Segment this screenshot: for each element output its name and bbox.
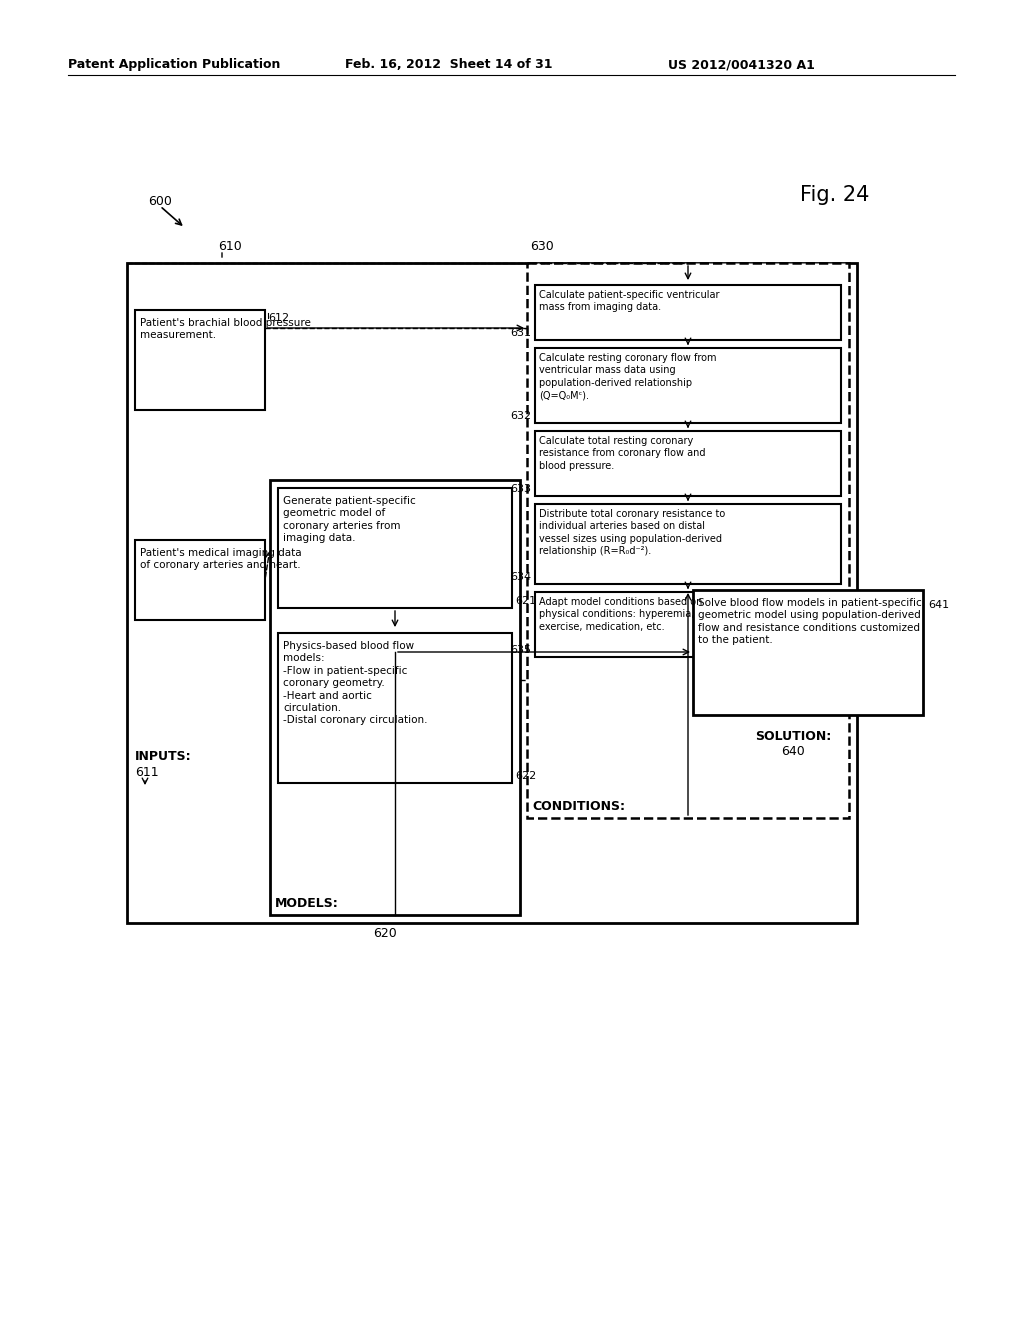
Text: 630: 630 (530, 240, 554, 253)
Text: MODELS:: MODELS: (275, 898, 339, 909)
Bar (535, 591, 841, 657)
Bar (535, 432, 841, 496)
Bar (135, 310, 265, 411)
Bar (535, 504, 841, 583)
Text: Calculate resting coronary flow from
ventricular mass data using
population-deri: Calculate resting coronary flow from ven… (539, 352, 717, 400)
Bar (278, 488, 512, 609)
Text: CONDITIONS:: CONDITIONS: (532, 800, 625, 813)
Text: US 2012/0041320 A1: US 2012/0041320 A1 (668, 58, 815, 71)
Text: INPUTS:: INPUTS: (135, 750, 191, 763)
Bar (693, 590, 923, 715)
Text: 622: 622 (515, 771, 537, 781)
Text: Patent Application Publication: Patent Application Publication (68, 58, 281, 71)
Text: 634: 634 (510, 572, 531, 582)
Text: SOLUTION:: SOLUTION: (755, 730, 831, 743)
Text: Calculate total resting coronary
resistance from coronary flow and
blood pressur: Calculate total resting coronary resista… (539, 436, 706, 471)
Text: 633: 633 (510, 484, 531, 494)
Text: Generate patient-specific
geometric model of
coronary arteries from
imaging data: Generate patient-specific geometric mode… (283, 496, 416, 544)
Bar (278, 634, 512, 783)
Text: Calculate patient-specific ventricular
mass from imaging data.: Calculate patient-specific ventricular m… (539, 290, 720, 313)
Text: Fig. 24: Fig. 24 (800, 185, 869, 205)
Text: 632: 632 (510, 411, 531, 421)
Text: Feb. 16, 2012  Sheet 14 of 31: Feb. 16, 2012 Sheet 14 of 31 (345, 58, 553, 71)
Bar (270, 480, 520, 915)
Text: Patient's brachial blood pressure
measurement.: Patient's brachial blood pressure measur… (140, 318, 311, 341)
Text: 620: 620 (373, 927, 397, 940)
Text: 612: 612 (268, 313, 289, 323)
Text: Physics-based blood flow
models:
-Flow in patient-specific
coronary geometry.
-H: Physics-based blood flow models: -Flow i… (283, 642, 427, 726)
Text: Distribute total coronary resistance to
individual arteries based on distal
vess: Distribute total coronary resistance to … (539, 510, 725, 556)
Bar (527, 263, 849, 818)
Text: 640: 640 (781, 744, 805, 758)
Bar (127, 263, 857, 923)
Bar (135, 540, 265, 620)
Bar (535, 348, 841, 422)
Text: 611: 611 (135, 766, 159, 779)
Text: 641: 641 (928, 601, 949, 610)
Text: 610: 610 (218, 240, 242, 253)
Text: Solve blood flow models in patient-specific
geometric model using population-der: Solve blood flow models in patient-speci… (698, 598, 922, 645)
Bar (535, 285, 841, 341)
Text: 621: 621 (515, 597, 537, 606)
Text: 600: 600 (148, 195, 172, 209)
Text: 631: 631 (510, 327, 531, 338)
Text: Patient's medical imaging data
of coronary arteries and heart.: Patient's medical imaging data of corona… (140, 548, 302, 570)
Text: 635: 635 (510, 645, 531, 655)
Text: Adapt model conditions based on
physical conditions: hyperemia,
exercise, medica: Adapt model conditions based on physical… (539, 597, 702, 632)
